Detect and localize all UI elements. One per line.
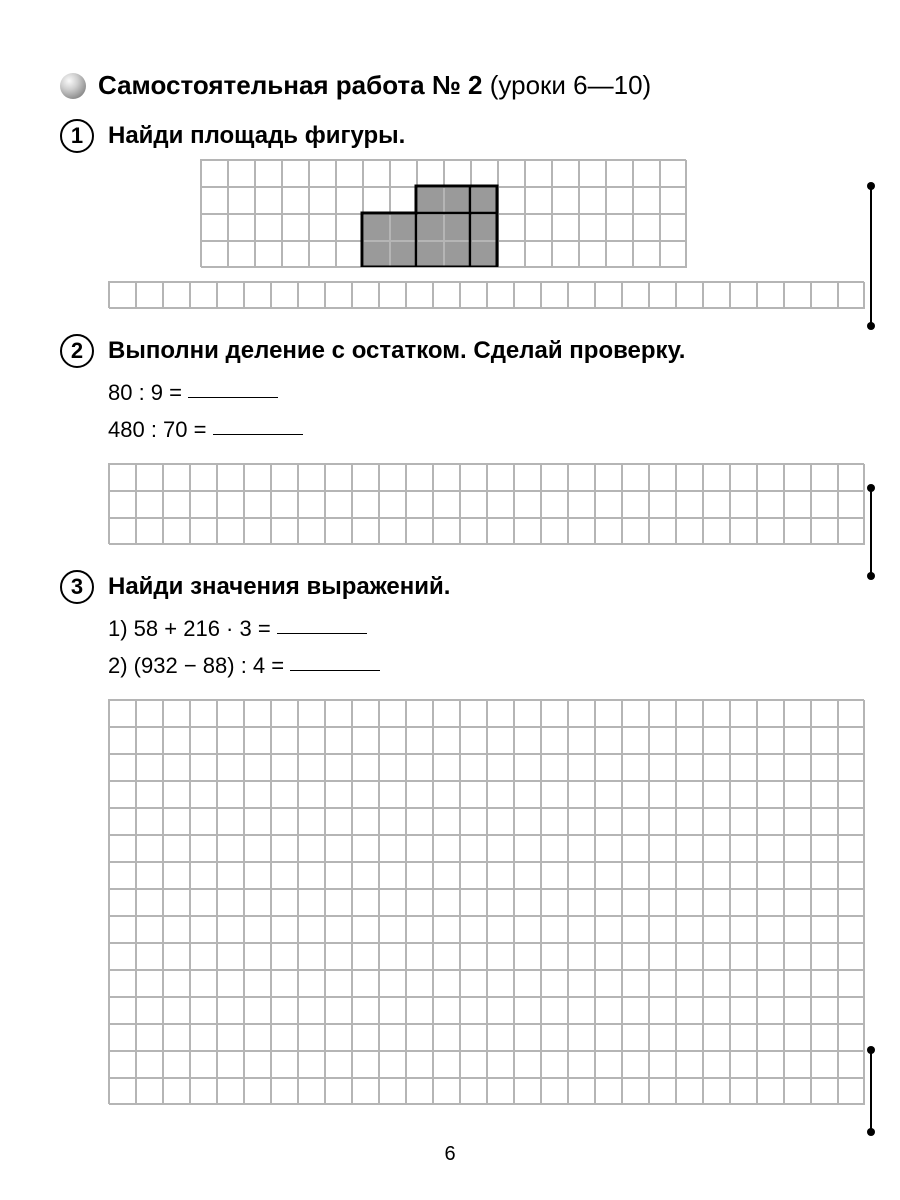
work-grid-2	[108, 463, 864, 544]
page-number: 6	[0, 1143, 900, 1166]
task-1-figure	[200, 159, 850, 267]
task-2-expr-1: 80 : 9 =	[108, 380, 182, 405]
blank-line[interactable]	[213, 434, 303, 435]
task-3-expr-2: 2) (932 − 88) : 4 =	[108, 653, 284, 678]
task-3-expr-1: 1) 58 + 216 · 3 =	[108, 616, 271, 641]
task-3-header: 3 Найди значения выражений.	[60, 570, 850, 604]
task-1-header: 1 Найди площадь фигуры.	[60, 119, 850, 153]
task-2-header: 2 Выполни деление с остатком. Сделай про…	[60, 334, 850, 368]
task-2-number: 2	[60, 334, 94, 368]
shape-grid	[200, 159, 686, 267]
side-marker	[870, 1050, 872, 1132]
blank-line[interactable]	[290, 670, 380, 671]
task-3-line-1: 1) 58 + 216 · 3 =	[108, 610, 850, 647]
worksheet-title: Самостоятельная работа № 2 (уроки 6—10)	[98, 70, 651, 101]
task-2-expr-2: 480 : 70 =	[108, 417, 206, 442]
task-3-line-2: 2) (932 − 88) : 4 =	[108, 647, 850, 684]
task-2-line-2: 480 : 70 =	[108, 411, 850, 448]
sphere-bullet-icon	[60, 73, 86, 99]
side-marker	[870, 186, 872, 326]
task-3-title: Найди значения выражений.	[108, 570, 450, 604]
task-1-number: 1	[60, 119, 94, 153]
title-thin: (уроки 6—10)	[483, 70, 652, 100]
side-marker	[870, 488, 872, 576]
answer-strip-1	[108, 281, 864, 308]
task-2-line-1: 80 : 9 =	[108, 374, 850, 411]
worksheet-page: Самостоятельная работа № 2 (уроки 6—10) …	[0, 0, 900, 1200]
task-1-title: Найди площадь фигуры.	[108, 119, 405, 153]
blank-line[interactable]	[188, 397, 278, 398]
title-bold: Самостоятельная работа № 2	[98, 70, 483, 100]
worksheet-title-row: Самостоятельная работа № 2 (уроки 6—10)	[60, 70, 850, 101]
blank-line[interactable]	[277, 633, 367, 634]
task-3-number: 3	[60, 570, 94, 604]
task-2-title: Выполни деление с остатком. Сделай прове…	[108, 334, 685, 368]
work-grid-3	[108, 699, 864, 1104]
